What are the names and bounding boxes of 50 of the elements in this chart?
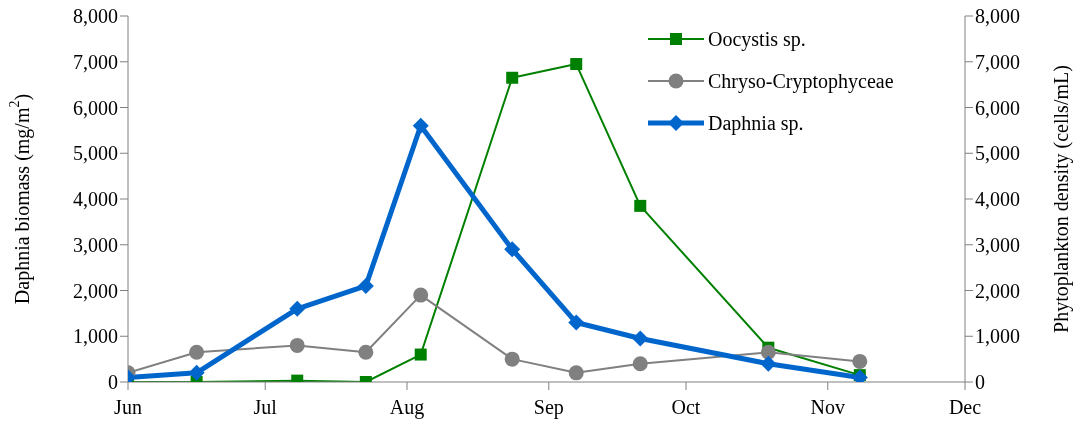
y-tick-label: 3,000	[73, 233, 118, 256]
x-tick-label: Jun	[114, 396, 142, 419]
point	[289, 337, 305, 353]
point	[632, 330, 649, 347]
point	[189, 344, 205, 360]
point	[357, 277, 374, 294]
point	[414, 348, 427, 361]
y2-tick-label: 0	[975, 371, 985, 394]
y2-tick-label: 7,000	[975, 50, 1020, 73]
point	[634, 199, 647, 212]
x-tick-label: Dec	[948, 396, 982, 419]
x-tick-label: Sep	[533, 396, 564, 420]
legend-label: Daphnia sp.	[708, 111, 804, 135]
point	[504, 351, 520, 367]
y2-axis-title: Phytoplankton density (cells/mL)	[1050, 65, 1073, 333]
point	[760, 355, 777, 372]
point	[760, 344, 776, 360]
point	[188, 364, 205, 381]
y2-tick-label: 6,000	[975, 96, 1020, 119]
x-tick-label: Oct	[671, 396, 701, 419]
legend-label: Oocystis sp.	[708, 27, 806, 51]
point	[504, 241, 521, 258]
y-tick-label: 0	[108, 371, 118, 394]
point	[632, 356, 648, 372]
y-tick-label: 5,000	[73, 142, 118, 165]
y2-tick-label: 4,000	[975, 188, 1020, 211]
y-tick-label: 4,000	[73, 188, 118, 211]
y-tick-label: 6,000	[73, 96, 118, 119]
y2-tick-label: 3,000	[975, 233, 1020, 256]
x-tick-label: Aug	[389, 396, 425, 420]
y-tick-label: 1,000	[73, 325, 118, 348]
y2-tick-label: 8,000	[975, 5, 1020, 28]
y-tick-label: 7,000	[73, 50, 118, 73]
y2-tick-label: 2,000	[975, 279, 1020, 302]
x-tick-label: Jul	[253, 396, 278, 419]
point	[568, 314, 585, 331]
point	[412, 117, 429, 134]
y-tick-label: 2,000	[73, 279, 118, 302]
point	[570, 58, 583, 71]
point	[358, 344, 374, 360]
y2-tick-label: 5,000	[975, 142, 1020, 165]
point	[413, 287, 429, 303]
y-tick-label: 8,000	[73, 5, 118, 28]
point	[506, 71, 519, 84]
point	[289, 300, 306, 317]
point	[568, 365, 584, 381]
y2-tick-label: 1,000	[975, 325, 1020, 348]
point	[852, 353, 868, 369]
legend-label: Chryso-Cryptophyceae	[708, 69, 894, 93]
x-tick-label: Nov	[810, 396, 846, 419]
